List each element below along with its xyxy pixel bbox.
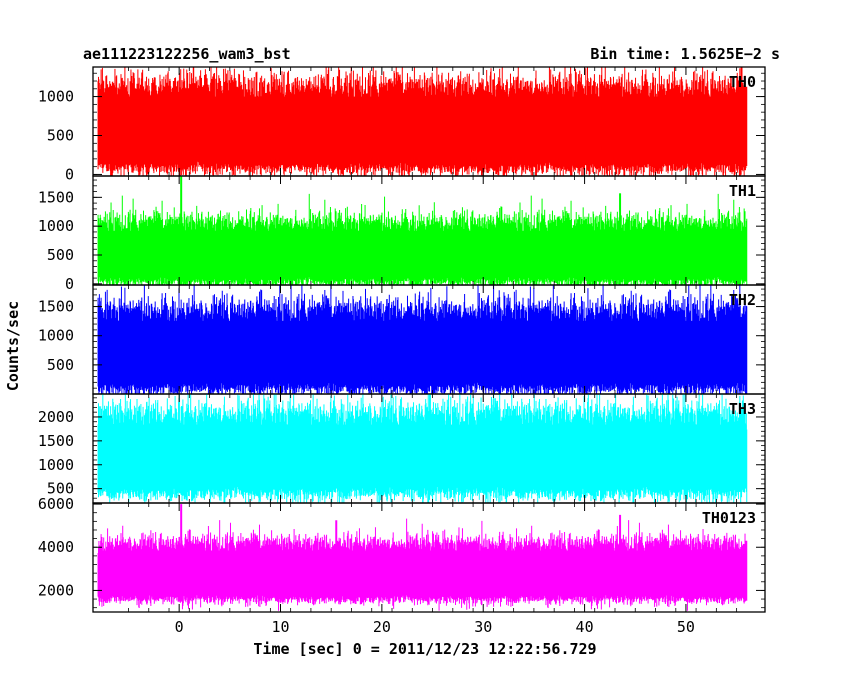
- panel-th3: 500 1000 1500 2000 TH3: [38, 393, 766, 504]
- y-tick-label: 1000: [38, 456, 74, 474]
- y-tick-label: 1000: [38, 88, 74, 106]
- figure-title-right: Bin time: 1.5625E−2 s: [590, 45, 780, 63]
- panel-label-th1: TH1: [729, 182, 756, 200]
- panel-frame: [92, 502, 766, 613]
- y-tick-label: 1000: [38, 327, 74, 345]
- x-tick-label: 50: [677, 618, 695, 636]
- panel-th1: 0 500 1000 1500 TH1: [38, 175, 766, 293]
- panel-th2: 500 1000 1500 TH2: [38, 284, 766, 395]
- y-axis-label: Counts/sec: [4, 301, 22, 391]
- y-tick-label: 1000: [38, 217, 74, 235]
- figure-title-left: ae111223122256_wam3_bst: [83, 45, 291, 63]
- y-tick-label: 500: [47, 246, 74, 264]
- th0-series-core: [98, 96, 747, 160]
- y-tick-label: 500: [47, 127, 74, 145]
- y-tick-label: 0: [65, 275, 74, 293]
- x-axis-label: Time [sec] 0 = 2011/12/23 12:22:56.729: [253, 640, 596, 658]
- x-axis: 0 10 20 30 40 50: [175, 618, 695, 636]
- y-tick-label: 6000: [38, 495, 74, 513]
- y-tick-label: 0: [65, 165, 74, 183]
- panel-label-th2: TH2: [729, 291, 756, 309]
- th0123-series-core: [98, 550, 747, 594]
- x-tick-label: 0: [175, 618, 184, 636]
- y-tick-label: 1500: [38, 298, 74, 316]
- panel-label-th0: TH0: [729, 73, 756, 91]
- y-tick-label: 500: [47, 356, 74, 374]
- y-tick-label: 1500: [38, 432, 74, 450]
- y-tick-label: 2000: [38, 408, 74, 426]
- panel-label-th3: TH3: [729, 400, 756, 418]
- y-tick-label: 1500: [38, 188, 74, 206]
- panel-th0: 0 500 1000 TH0: [38, 66, 766, 183]
- th3-series-core: [98, 424, 747, 484]
- x-tick-label: 30: [474, 618, 492, 636]
- x-tick-label: 10: [271, 618, 289, 636]
- panel-th0123: 2000 4000 6000 TH0123: [38, 495, 766, 613]
- x-tick-label: 40: [576, 618, 594, 636]
- th1-series-core: [98, 230, 747, 275]
- y-tick-label: 2000: [38, 581, 74, 599]
- y-tick-label: 500: [47, 480, 74, 498]
- panel-label-th0123: TH0123: [702, 509, 756, 527]
- y-tick-label: 4000: [38, 538, 74, 556]
- x-tick-label: 20: [373, 618, 391, 636]
- th2-series-core: [98, 320, 747, 380]
- panels-group: 0 500 1000 TH0 0 500 1000 1500 TH1 500 1000 1500 TH2…: [38, 66, 766, 613]
